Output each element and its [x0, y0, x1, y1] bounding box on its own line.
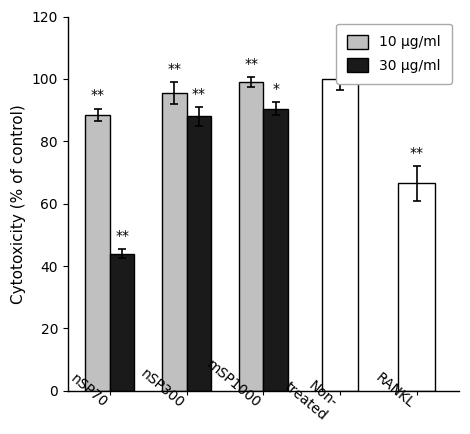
- Bar: [110, 253, 134, 391]
- Bar: [263, 108, 288, 391]
- Text: *: *: [272, 82, 279, 96]
- Text: **: **: [167, 62, 181, 76]
- Text: **: **: [410, 146, 424, 160]
- Bar: [321, 79, 359, 391]
- Bar: [86, 115, 110, 391]
- Bar: [239, 82, 263, 391]
- Bar: [398, 184, 435, 391]
- Y-axis label: Cytotoxicity (% of control): Cytotoxicity (% of control): [11, 104, 26, 303]
- Legend: 10 μg/ml, 30 μg/ml: 10 μg/ml, 30 μg/ml: [336, 23, 452, 84]
- Bar: [187, 116, 211, 391]
- Text: **: **: [244, 57, 258, 71]
- Text: **: **: [192, 87, 206, 101]
- Bar: [162, 93, 187, 391]
- Text: **: **: [115, 229, 129, 243]
- Text: **: **: [91, 89, 105, 102]
